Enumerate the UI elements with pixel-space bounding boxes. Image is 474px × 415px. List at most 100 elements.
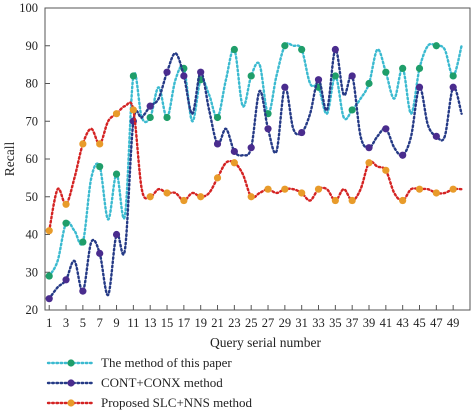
x-tick-label: 23 (228, 316, 241, 330)
data-point (382, 68, 390, 76)
data-point (432, 132, 440, 140)
data-point (247, 144, 255, 152)
data-point (331, 196, 339, 205)
data-point (331, 45, 339, 54)
x-tick-label: 15 (161, 316, 174, 330)
x-tick-label: 31 (295, 316, 308, 330)
legend-swatch-marker (67, 399, 75, 407)
data-point (281, 83, 289, 91)
data-point (399, 196, 407, 205)
data-point (264, 125, 272, 133)
x-tick-label: 21 (211, 316, 224, 330)
data-point (146, 113, 154, 122)
x-tick-label: 37 (346, 316, 359, 330)
data-point (45, 295, 53, 303)
data-point (314, 185, 323, 193)
x-tick-label: 17 (178, 316, 191, 330)
y-tick-label: 40 (26, 228, 39, 242)
data-point (399, 151, 407, 159)
data-point (365, 159, 373, 167)
data-point (449, 83, 457, 91)
plot-border (44, 7, 471, 311)
series-the-method-of-this-paper (45, 42, 463, 280)
data-point (197, 193, 205, 201)
legend-item: CONT+CONX method (46, 375, 223, 390)
data-point (146, 193, 154, 201)
y-tick-label: 30 (26, 265, 39, 279)
data-point (96, 140, 104, 148)
x-tick-label: 13 (144, 316, 157, 330)
data-point (415, 185, 424, 193)
data-point (449, 72, 457, 80)
data-point (365, 144, 373, 152)
data-point (197, 68, 205, 76)
data-point (314, 76, 323, 84)
data-point (213, 174, 222, 182)
data-point (331, 72, 339, 80)
legend-swatch-marker (67, 379, 75, 387)
data-point (365, 79, 373, 88)
data-point (382, 125, 390, 133)
legend-item: The method of this paper (46, 355, 232, 370)
x-tick-label: 3 (63, 316, 69, 330)
data-point (96, 249, 104, 257)
data-point (449, 185, 457, 193)
data-point (432, 42, 440, 50)
data-point (213, 140, 222, 148)
series-layer (45, 42, 463, 303)
data-point (432, 189, 440, 197)
x-tick-label: 41 (380, 316, 393, 330)
data-point (62, 219, 70, 227)
data-point (62, 200, 70, 208)
data-point (79, 140, 87, 148)
data-point (415, 83, 424, 91)
x-tick-label: 45 (413, 316, 426, 330)
data-point (62, 276, 70, 284)
y-tick-label: 90 (26, 39, 39, 53)
data-point (298, 189, 306, 197)
y-tick-label: 20 (26, 303, 39, 317)
y-axis-title: Recall (2, 142, 17, 177)
x-tick-label: 27 (262, 316, 275, 330)
y-tick-label: 80 (26, 77, 39, 91)
x-tick-label: 5 (80, 316, 86, 330)
y-tick-label: 70 (26, 114, 39, 128)
x-tick-label: 1 (46, 316, 52, 330)
data-point (213, 113, 222, 122)
data-point (298, 128, 306, 137)
data-point (129, 72, 137, 80)
x-tick-label: 7 (97, 316, 103, 330)
legend: The method of this paper CONT+CONX method… (46, 355, 253, 410)
y-axis: 20 30 40 50 60 70 80 90 100 (19, 1, 50, 317)
data-point (79, 287, 87, 295)
data-point (281, 185, 289, 193)
legend-label: The method of this paper (101, 355, 232, 370)
x-tick-label: 43 (396, 316, 409, 330)
x-tick-label: 33 (312, 316, 325, 330)
x-axis-title: Query serial number (210, 335, 321, 350)
data-point (281, 42, 289, 50)
data-point (399, 64, 407, 72)
x-tick-label: 49 (447, 316, 460, 330)
y-tick-label: 60 (26, 152, 39, 166)
data-point (348, 196, 356, 205)
data-point (146, 102, 154, 110)
plot-frame (44, 7, 471, 311)
x-tick-label: 47 (430, 316, 443, 330)
data-point (163, 113, 171, 122)
x-tick-label: 9 (113, 316, 119, 330)
data-point (247, 193, 255, 201)
data-point (230, 45, 238, 54)
data-point (45, 227, 53, 235)
data-point (96, 162, 104, 171)
x-tick-label: 39 (363, 316, 376, 330)
data-point (112, 170, 121, 178)
data-point (163, 68, 171, 76)
data-point (45, 272, 53, 280)
x-tick-label: 25 (245, 316, 258, 330)
x-tick-label: 11 (127, 316, 139, 330)
series-cont-conx-method (45, 45, 463, 303)
data-point (348, 72, 356, 80)
x-axis: 1 3 5 7 9 11 13 15 17 19 21 23 25 27 29 31 33 35 37 39 41 43 4… (46, 305, 459, 330)
